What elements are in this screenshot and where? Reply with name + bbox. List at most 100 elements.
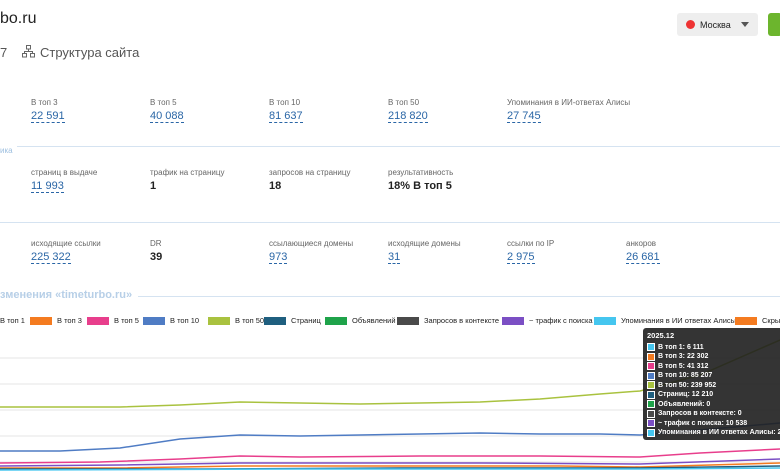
legend-item[interactable]: В топ 5 (87, 316, 139, 325)
legend-item[interactable]: В топ 1 (0, 316, 25, 325)
stat-label: анкоров (626, 239, 656, 248)
tooltip-row: В топ 10: 85 207 (647, 372, 712, 380)
legend-item[interactable]: Запросов в контексте (397, 316, 499, 325)
legend-label: ~ трафик с поиска (529, 316, 593, 325)
tooltip-text: ~ трафик с поиска: 10 538 (658, 420, 747, 427)
stat-value: 18% В топ 5 (388, 180, 452, 192)
legend-item[interactable]: Упоминания в ИИ ответах Алисы (594, 316, 736, 325)
tooltip-text: Объявлений: 0 (658, 401, 710, 408)
tooltip-text: В топ 50: 239 952 (658, 382, 716, 389)
stat-value[interactable]: 973 (269, 251, 287, 264)
tooltip-row: В топ 50: 239 952 (647, 381, 716, 389)
stat-label: DR (150, 239, 162, 248)
tooltip-row: В топ 3: 22 302 (647, 353, 708, 361)
tooltip-date: 2025.12 (647, 331, 674, 340)
region-label: Москва (700, 20, 731, 30)
stat-value[interactable]: 26 681 (626, 251, 660, 264)
stat-label: В топ 3 (31, 98, 58, 107)
stat-value: 1 (150, 180, 156, 192)
tooltip-swatch (647, 419, 655, 427)
legend-label: Скры (762, 316, 780, 325)
legend-label: Запросов в контексте (424, 316, 499, 325)
tooltip-text: В топ 10: 85 207 (658, 372, 712, 379)
legend-label: В топ 10 (170, 316, 199, 325)
tooltip-swatch (647, 362, 655, 370)
legend-swatch (594, 317, 616, 325)
legend-swatch (87, 317, 109, 325)
legend-item[interactable]: В топ 50 (208, 316, 264, 325)
legend-swatch (735, 317, 757, 325)
tooltip-text: В топ 5: 41 312 (658, 363, 708, 370)
tooltip-row: Упоминания в ИИ ответах Алисы: 25 1 (647, 429, 780, 437)
tooltip-text: В топ 3: 22 302 (658, 353, 708, 360)
separator (0, 146, 780, 147)
tab[interactable]: 7 (0, 45, 7, 60)
stat-label: трафик на страницу (150, 168, 224, 177)
tooltip-text: Упоминания в ИИ ответах Алисы: 25 1 (658, 429, 780, 436)
stat-value[interactable]: 22 591 (31, 110, 65, 123)
tooltip-row: В топ 1: 6 111 (647, 343, 704, 351)
stat-value[interactable]: 27 745 (507, 110, 541, 123)
tooltip: 2025.12 В топ 1: 6 111 В топ 3: 22 302 В т… (643, 328, 780, 440)
legend-swatch (264, 317, 286, 325)
stat-label: исходящие ссылки (31, 239, 101, 248)
legend-item[interactable]: Объявлений (325, 316, 396, 325)
tooltip-text: В топ 1: 6 111 (658, 344, 704, 351)
stat-value[interactable]: 225 322 (31, 251, 71, 264)
tooltip-row: Страниц: 12 210 (647, 391, 713, 399)
tooltip-swatch (647, 381, 655, 389)
tooltip-swatch (647, 372, 655, 380)
tooltip-swatch (647, 343, 655, 351)
stat-value: 39 (150, 251, 162, 263)
legend-label: В топ 50 (235, 316, 264, 325)
region-icon (686, 20, 695, 29)
structure-icon (22, 45, 35, 58)
stat-value[interactable]: 11 993 (31, 180, 64, 193)
legend-swatch (502, 317, 524, 325)
legend-item[interactable]: Скры (735, 316, 780, 325)
stat-value[interactable]: 40 088 (150, 110, 184, 123)
stat-label: ссылающиеся домены (269, 239, 353, 248)
stat-value[interactable]: 218 820 (388, 110, 428, 123)
dropdown-arrow (741, 22, 749, 27)
legend-swatch (325, 317, 347, 325)
legend-label: В топ 1 (0, 316, 25, 325)
stat-label: страниц в выдаче (31, 168, 97, 177)
stat-value: 18 (269, 180, 281, 192)
legend-item[interactable]: ~ трафик с поиска (502, 316, 593, 325)
tooltip-row: ~ трафик с поиска: 10 538 (647, 419, 747, 427)
tooltip-swatch (647, 410, 655, 418)
legend-label: В топ 5 (114, 316, 139, 325)
legend-item[interactable]: В топ 10 (143, 316, 199, 325)
legend-label: В топ 3 (57, 316, 82, 325)
stat-value[interactable]: 81 637 (269, 110, 303, 123)
stat-label: результативность (388, 168, 453, 177)
chart-title: зменения «timeturbo.ru» (0, 289, 138, 301)
tab[interactable]: Структура сайта (40, 45, 139, 60)
legend-label: Страниц (291, 316, 321, 325)
action-button[interactable] (768, 13, 780, 36)
stat-label: исходящие домены (388, 239, 461, 248)
tooltip-swatch (647, 353, 655, 361)
legend-swatch (30, 317, 52, 325)
site-title: bo.ru (0, 10, 36, 28)
tooltip-row: В топ 5: 41 312 (647, 362, 708, 370)
stat-value[interactable]: 31 (388, 251, 400, 264)
section-label: ика (0, 146, 17, 155)
legend-label: Объявлений (352, 316, 396, 325)
region-button[interactable]: Москва (677, 13, 758, 36)
tooltip-text: Страниц: 12 210 (658, 391, 713, 398)
legend-item[interactable]: В топ 3 (30, 316, 82, 325)
tooltip-swatch (647, 391, 655, 399)
tooltip-swatch (647, 400, 655, 408)
tooltip-row: Запросов в контексте: 0 (647, 410, 742, 418)
stat-label: запросов на страницу (269, 168, 350, 177)
legend-item[interactable]: Страниц (264, 316, 321, 325)
stat-label: В топ 10 (269, 98, 300, 107)
legend-label: Упоминания в ИИ ответах Алисы (621, 316, 736, 325)
legend-swatch (397, 317, 419, 325)
stat-label: Упоминания в ИИ-ответах Алисы (507, 98, 630, 107)
line (0, 449, 780, 463)
stat-value[interactable]: 2 975 (507, 251, 535, 264)
